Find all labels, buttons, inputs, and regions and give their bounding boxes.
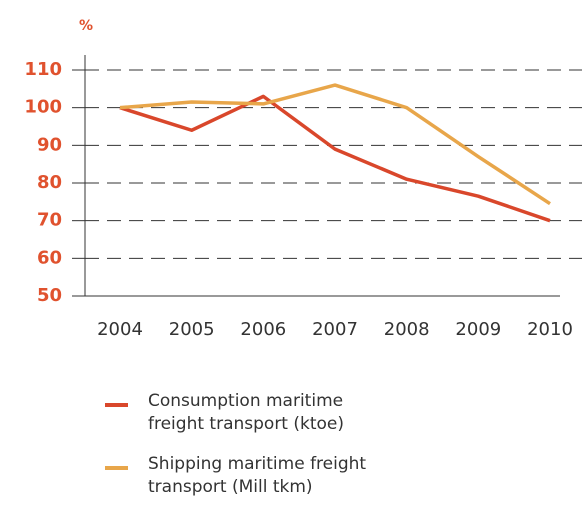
x-tick-label: 2009 xyxy=(455,319,501,340)
y-tick-label: 70 xyxy=(37,210,62,231)
y-tick-label: 100 xyxy=(24,97,62,118)
x-tick-label: 2004 xyxy=(97,319,143,340)
x-tick-label: 2008 xyxy=(384,319,430,340)
data-line xyxy=(119,94,551,223)
legend-label: Consumption maritime freight transport (… xyxy=(148,391,345,434)
y-tick-label: 60 xyxy=(37,247,62,268)
y-tick-label: 90 xyxy=(37,134,62,155)
y-tick-label: 80 xyxy=(37,172,62,193)
legend-label: Shipping maritime freight transport (Mil… xyxy=(148,454,367,497)
y-tick-label: 110 xyxy=(24,59,62,80)
x-tick-label: 2010 xyxy=(527,319,573,340)
x-tick-label: 2007 xyxy=(312,319,358,340)
x-tick-label: 2005 xyxy=(169,319,215,340)
x-tick-label: 2006 xyxy=(240,319,286,340)
data-line xyxy=(119,83,551,206)
y-tick-label: 50 xyxy=(37,285,62,306)
y-axis-label: % xyxy=(79,18,93,34)
